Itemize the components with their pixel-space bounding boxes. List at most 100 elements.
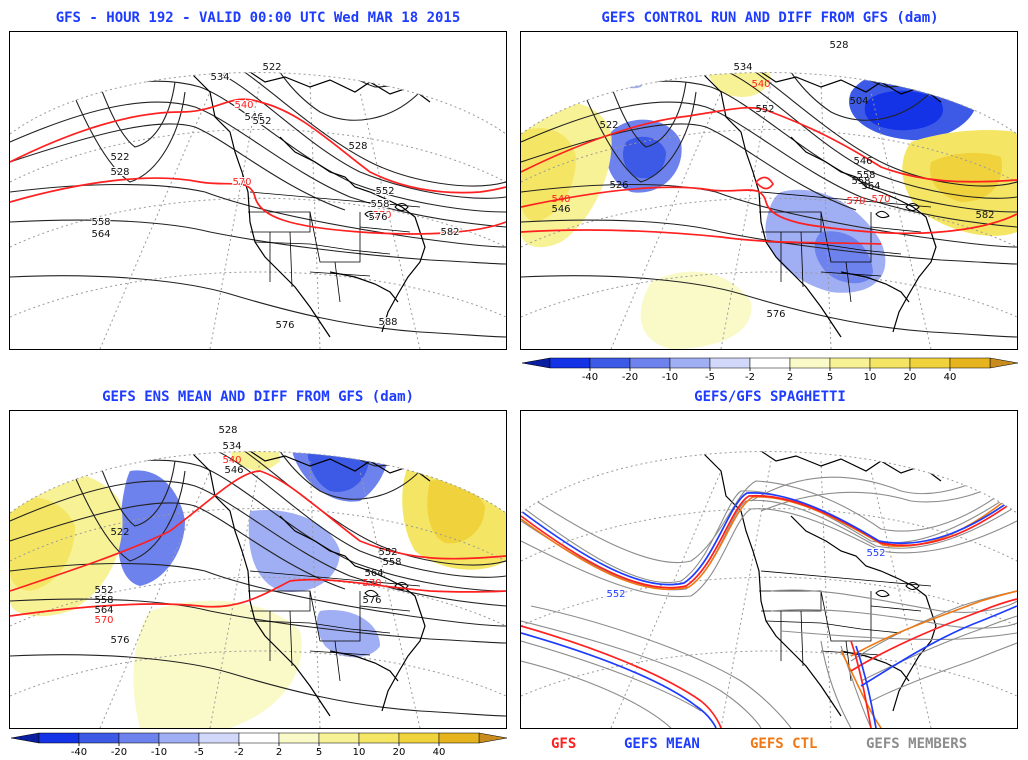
panel-title-control: GEFS CONTROL RUN AND DIFF FROM GFS (dam) (601, 10, 939, 26)
colorbar-ens-mean-bin-6 (278, 732, 320, 744)
colorbar-ens-mean-bin-3 (158, 732, 200, 744)
spag-member-line-6 (530, 605, 792, 728)
ctl-gridline-2 (521, 271, 1017, 318)
ctl-contour-label-9: 558 (851, 176, 870, 187)
ctl-lake-0 (905, 203, 920, 211)
ctl-border-5 (800, 231, 804, 288)
mean-shade-4 (316, 610, 380, 658)
mean-contour-label-3: 546 (224, 465, 243, 476)
colorbar-control-bin-5 (749, 357, 791, 369)
gfs-contour-label-15: 582 (440, 227, 459, 238)
gfs-contour-label-5: 522 (110, 152, 129, 163)
ctl-contour-7 (521, 275, 1017, 338)
ctl-gridline-0 (521, 129, 1017, 183)
ctl-contour-label-6: 526 (609, 180, 628, 191)
map-panel-ens-mean: 528 534 540 546 522 552 558 564 570 576 552 558 564 5… (9, 410, 507, 729)
legend-gfs: GFS (551, 736, 577, 752)
colorbar-control-arrow-right (989, 357, 1019, 369)
ctl-contour-label-5: 522 (599, 120, 618, 131)
spag-coastline-0 (700, 450, 842, 717)
colorbar-control-tick-label-5: 2 (787, 372, 793, 383)
gfs-gfs-line-1 (10, 177, 506, 235)
colorbar-control-tick-label-3: -5 (705, 372, 715, 383)
gfs-gridline-4 (209, 81, 261, 349)
mean-coastline-0 (189, 450, 331, 717)
mean-gridline-2 (10, 650, 506, 697)
ctl-contour-label-2: 552 (755, 104, 774, 115)
colorbar-ens-mean-bin-1 (78, 732, 120, 744)
colorbar-ens-mean-bin-7 (318, 732, 360, 744)
colorbar-control-tick-label-0: -40 (582, 372, 598, 383)
ctl-contour-label-11: 546 (853, 156, 872, 167)
map-svg-control: 5345405525285045225265405465585705465585… (521, 32, 1017, 349)
mean-shade-8 (427, 479, 485, 544)
colorbar-control-tick-label-1: -20 (622, 372, 638, 383)
spag-lake-0 (905, 582, 920, 590)
ctl-contour-label-3: 528 (829, 40, 848, 51)
gfs-border-8 (309, 271, 371, 277)
ctl-gfs-line-1 (521, 186, 1017, 235)
gfs-coastline-1 (279, 136, 426, 333)
colorbar-ens-mean-arrow-left (10, 732, 40, 744)
ctl-border-3 (870, 226, 922, 233)
colorbar-ens-mean-bin-0 (38, 732, 80, 744)
gfs-border-2 (309, 211, 361, 263)
colorbar-svg-control: -40 -20 -10 -5 -2 2 5 10 20 40 (521, 357, 1019, 383)
colorbar-control: -40 -20 -10 -5 -2 2 5 10 20 40 (520, 356, 1020, 386)
map-panel-spaghetti: 552 552 (520, 410, 1018, 729)
ctl-gfs-line-2 (521, 229, 882, 245)
gfs-lake-0 (394, 203, 409, 211)
gfs-border-0 (249, 191, 421, 208)
colorbar-ens-mean-tick-label-7: 10 (353, 747, 366, 756)
colorbar-control-tick-label-4: -2 (745, 372, 755, 383)
spag-border-2 (820, 590, 872, 642)
ctl-contour-label-7: 540 (551, 194, 570, 205)
mean-gfs-line-0 (10, 470, 506, 592)
mean-lake-0 (394, 582, 409, 590)
spag-member-line-12 (860, 615, 1017, 682)
ctl-gridline-3 (610, 91, 722, 349)
spag-member-line-13 (870, 642, 1017, 702)
gfs-gfs-line-0 (10, 98, 506, 194)
mean-shade-9 (133, 600, 302, 728)
ctl-contour-label-8: 546 (551, 204, 570, 215)
colorbar-control-tick-label-8: 20 (904, 372, 917, 383)
mean-border-3 (359, 605, 411, 612)
spag-border-1 (759, 590, 822, 612)
spag-member-line-3 (521, 480, 1017, 563)
mean-gridline-6 (359, 470, 421, 728)
mean-border-8 (309, 650, 371, 656)
spag-coastline-2 (760, 450, 942, 482)
spag-ctl-line-2 (840, 650, 882, 728)
gfs-contour-label-13: 558 (91, 217, 110, 228)
spag-lake-1 (875, 589, 890, 598)
mean-contour-label-1: 534 (222, 441, 241, 452)
spag-mean-line-3 (855, 645, 877, 728)
gfs-border-3 (359, 226, 411, 233)
spag-contour-label-1: 552 (866, 548, 885, 559)
colorbar-control-bin-7 (829, 357, 871, 369)
colorbar-control-bin-3 (669, 357, 711, 369)
gfs-border-5 (289, 231, 293, 288)
mean-gridline-0 (10, 508, 506, 562)
colorbar-ens-mean-bin-10 (438, 732, 480, 744)
spag-gridline-1 (521, 576, 1017, 627)
gfs-contour-label-16: 576 (275, 320, 294, 331)
panel-title-gfs: GFS - HOUR 192 - VALID 00:00 UTC Wed MAR… (55, 10, 461, 26)
ctl-contour-label-12: 558 (856, 170, 875, 181)
mean-gridline-3 (99, 470, 211, 728)
ctl-contour-label-16: 576 (766, 309, 785, 320)
gfs-coastline-3 (329, 271, 399, 303)
ctl-contour-label-15: 582 (975, 210, 994, 221)
mean-coastline-3 (329, 650, 399, 682)
colorbar-ens-mean-tick-label-3: -5 (194, 747, 204, 756)
colorbar-control-tick-label-6: 5 (827, 372, 833, 383)
colorbar-ens-mean-bin-9 (398, 732, 440, 744)
spag-ctl-line-1 (850, 590, 1017, 657)
gfs-contour-label-8: 570 (232, 177, 251, 188)
colorbar-ens-mean-tick-label-9: 40 (433, 747, 446, 756)
gfs-contour-label-6: 528 (110, 167, 129, 178)
gfs-contour-label-11: 570 (372, 210, 391, 221)
gfs-contour-label-17: 588 (378, 317, 397, 328)
ctl-border-2 (820, 211, 872, 263)
